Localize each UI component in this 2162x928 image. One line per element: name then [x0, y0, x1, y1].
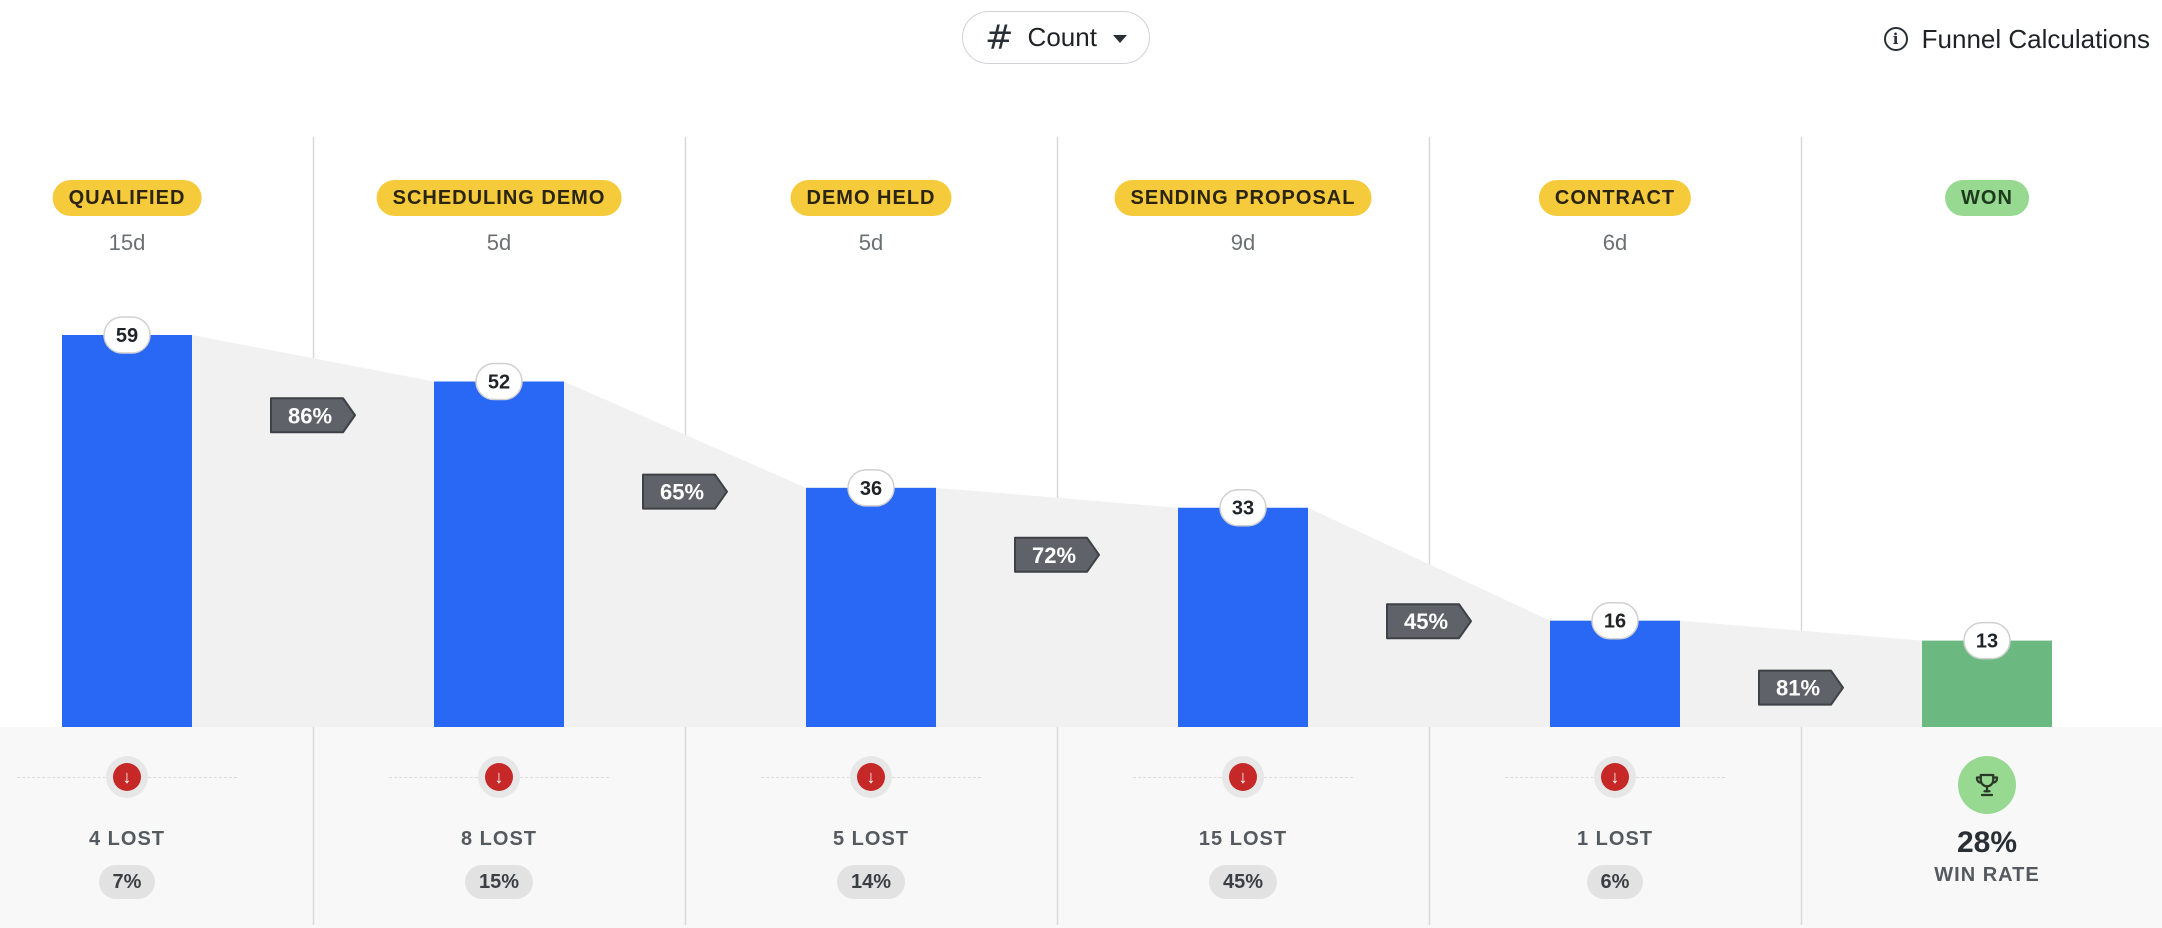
stage-badge[interactable]: DEMO HELD [790, 180, 952, 216]
conversion-rate-label: 45% [1404, 609, 1448, 634]
lost-count: 8 LOST [460, 828, 537, 850]
lost-summary: ↓ 4 LOST 7% [17, 756, 237, 899]
stage-duration: 15d [108, 230, 146, 255]
lost-count: 4 LOST [88, 828, 165, 850]
stage-header: SCHEDULING DEMO 5d [376, 180, 622, 256]
lost-count: 1 LOST [1576, 828, 1653, 850]
value-label-pill [1219, 488, 1267, 527]
value-label-pill [475, 362, 523, 401]
value-label: 59 [116, 325, 138, 347]
stage-duration: 5d [858, 230, 884, 255]
arrow-down-icon: ↓ [113, 763, 141, 791]
stage-badge[interactable]: QUALIFIED [52, 180, 202, 216]
value-label-pill [103, 316, 151, 354]
stage-duration: 5d [486, 230, 512, 255]
conversion-rate-label: 81% [1776, 676, 1820, 701]
conversion-tag [270, 397, 356, 434]
stage-badge[interactable]: WON [1945, 180, 2029, 216]
win-rate-summary: 28% WIN RATE [1887, 756, 2087, 887]
arrow-down-icon: ↓ [485, 763, 513, 791]
bar [62, 335, 192, 727]
lost-summary: ↓ 15 LOST 45% [1133, 756, 1353, 899]
conversion-rate-label: 86% [288, 403, 332, 428]
lost-summary: ↓ 8 LOST 15% [389, 756, 609, 899]
stage-header: WON [1945, 180, 2029, 230]
value-label: 13 [1976, 631, 1998, 653]
funnel-calculations-label: Funnel Calculations [1921, 23, 2150, 54]
lost-percentage-badge: 15% [464, 865, 534, 899]
win-rate-value: 28% [1956, 826, 2018, 859]
stage-duration: 9d [1230, 230, 1256, 255]
conversion-rate-label: 72% [1032, 543, 1076, 568]
value-label: 36 [860, 478, 882, 500]
stage-badge[interactable]: SENDING PROPOSAL [1114, 180, 1372, 216]
lost-icon[interactable]: ↓ [106, 756, 148, 798]
caret-down-icon [1112, 35, 1127, 43]
stage-header: DEMO HELD 5d [790, 180, 952, 256]
lost-icon[interactable]: ↓ [850, 756, 892, 798]
value-label: 33 [1232, 498, 1254, 520]
value-label-pill [1591, 601, 1639, 640]
toolbar: # Count i Funnel Calculations [0, 0, 2162, 100]
lost-percentage-badge: 6% [1586, 865, 1644, 899]
bar [1178, 507, 1308, 727]
arrow-down-icon: ↓ [1229, 763, 1257, 791]
lost-summary: ↓ 1 LOST 6% [1505, 756, 1725, 899]
conversion-tag [1758, 669, 1844, 706]
bar [806, 487, 936, 727]
stage-duration: 6d [1602, 230, 1628, 255]
conversion-tag [1014, 536, 1100, 573]
lost-percentage-badge: 45% [1208, 865, 1278, 899]
stage-header: SENDING PROPOSAL 9d [1114, 180, 1372, 256]
stage-badge[interactable]: SCHEDULING DEMO [376, 180, 622, 216]
lost-count: 5 LOST [832, 828, 909, 850]
trophy-icon [1958, 756, 2016, 814]
lost-percentage-badge: 14% [836, 865, 906, 899]
value-label: 52 [488, 372, 510, 394]
conversion-tag [1386, 603, 1472, 640]
arrow-down-icon: ↓ [857, 763, 885, 791]
win-rate-label: WIN RATE [1934, 864, 2040, 886]
stage-header: QUALIFIED 15d [52, 180, 202, 256]
lost-count: 15 LOST [1198, 828, 1288, 850]
metric-dropdown[interactable]: # Count [962, 11, 1150, 64]
conversion-rate-label: 65% [660, 480, 704, 505]
lost-percentage-badge: 7% [98, 865, 156, 899]
lost-summary: ↓ 5 LOST 14% [761, 756, 981, 899]
stage-badge[interactable]: CONTRACT [1538, 180, 1692, 216]
bar [434, 381, 564, 727]
stage-header: CONTRACT 6d [1538, 180, 1692, 256]
lost-icon[interactable]: ↓ [1222, 756, 1264, 798]
value-label-pill [1963, 621, 2011, 660]
hash-icon: # [985, 17, 1014, 58]
lost-icon[interactable]: ↓ [478, 756, 520, 798]
info-icon: i [1883, 27, 1908, 51]
funnel-calculations-button[interactable]: i Funnel Calculations [1883, 20, 2150, 58]
metric-dropdown-label: Count [1027, 22, 1097, 52]
arrow-down-icon: ↓ [1601, 763, 1629, 791]
lost-icon[interactable]: ↓ [1594, 756, 1636, 798]
value-label: 16 [1604, 611, 1626, 633]
conversion-tag [642, 473, 728, 510]
value-label-pill [847, 469, 895, 507]
